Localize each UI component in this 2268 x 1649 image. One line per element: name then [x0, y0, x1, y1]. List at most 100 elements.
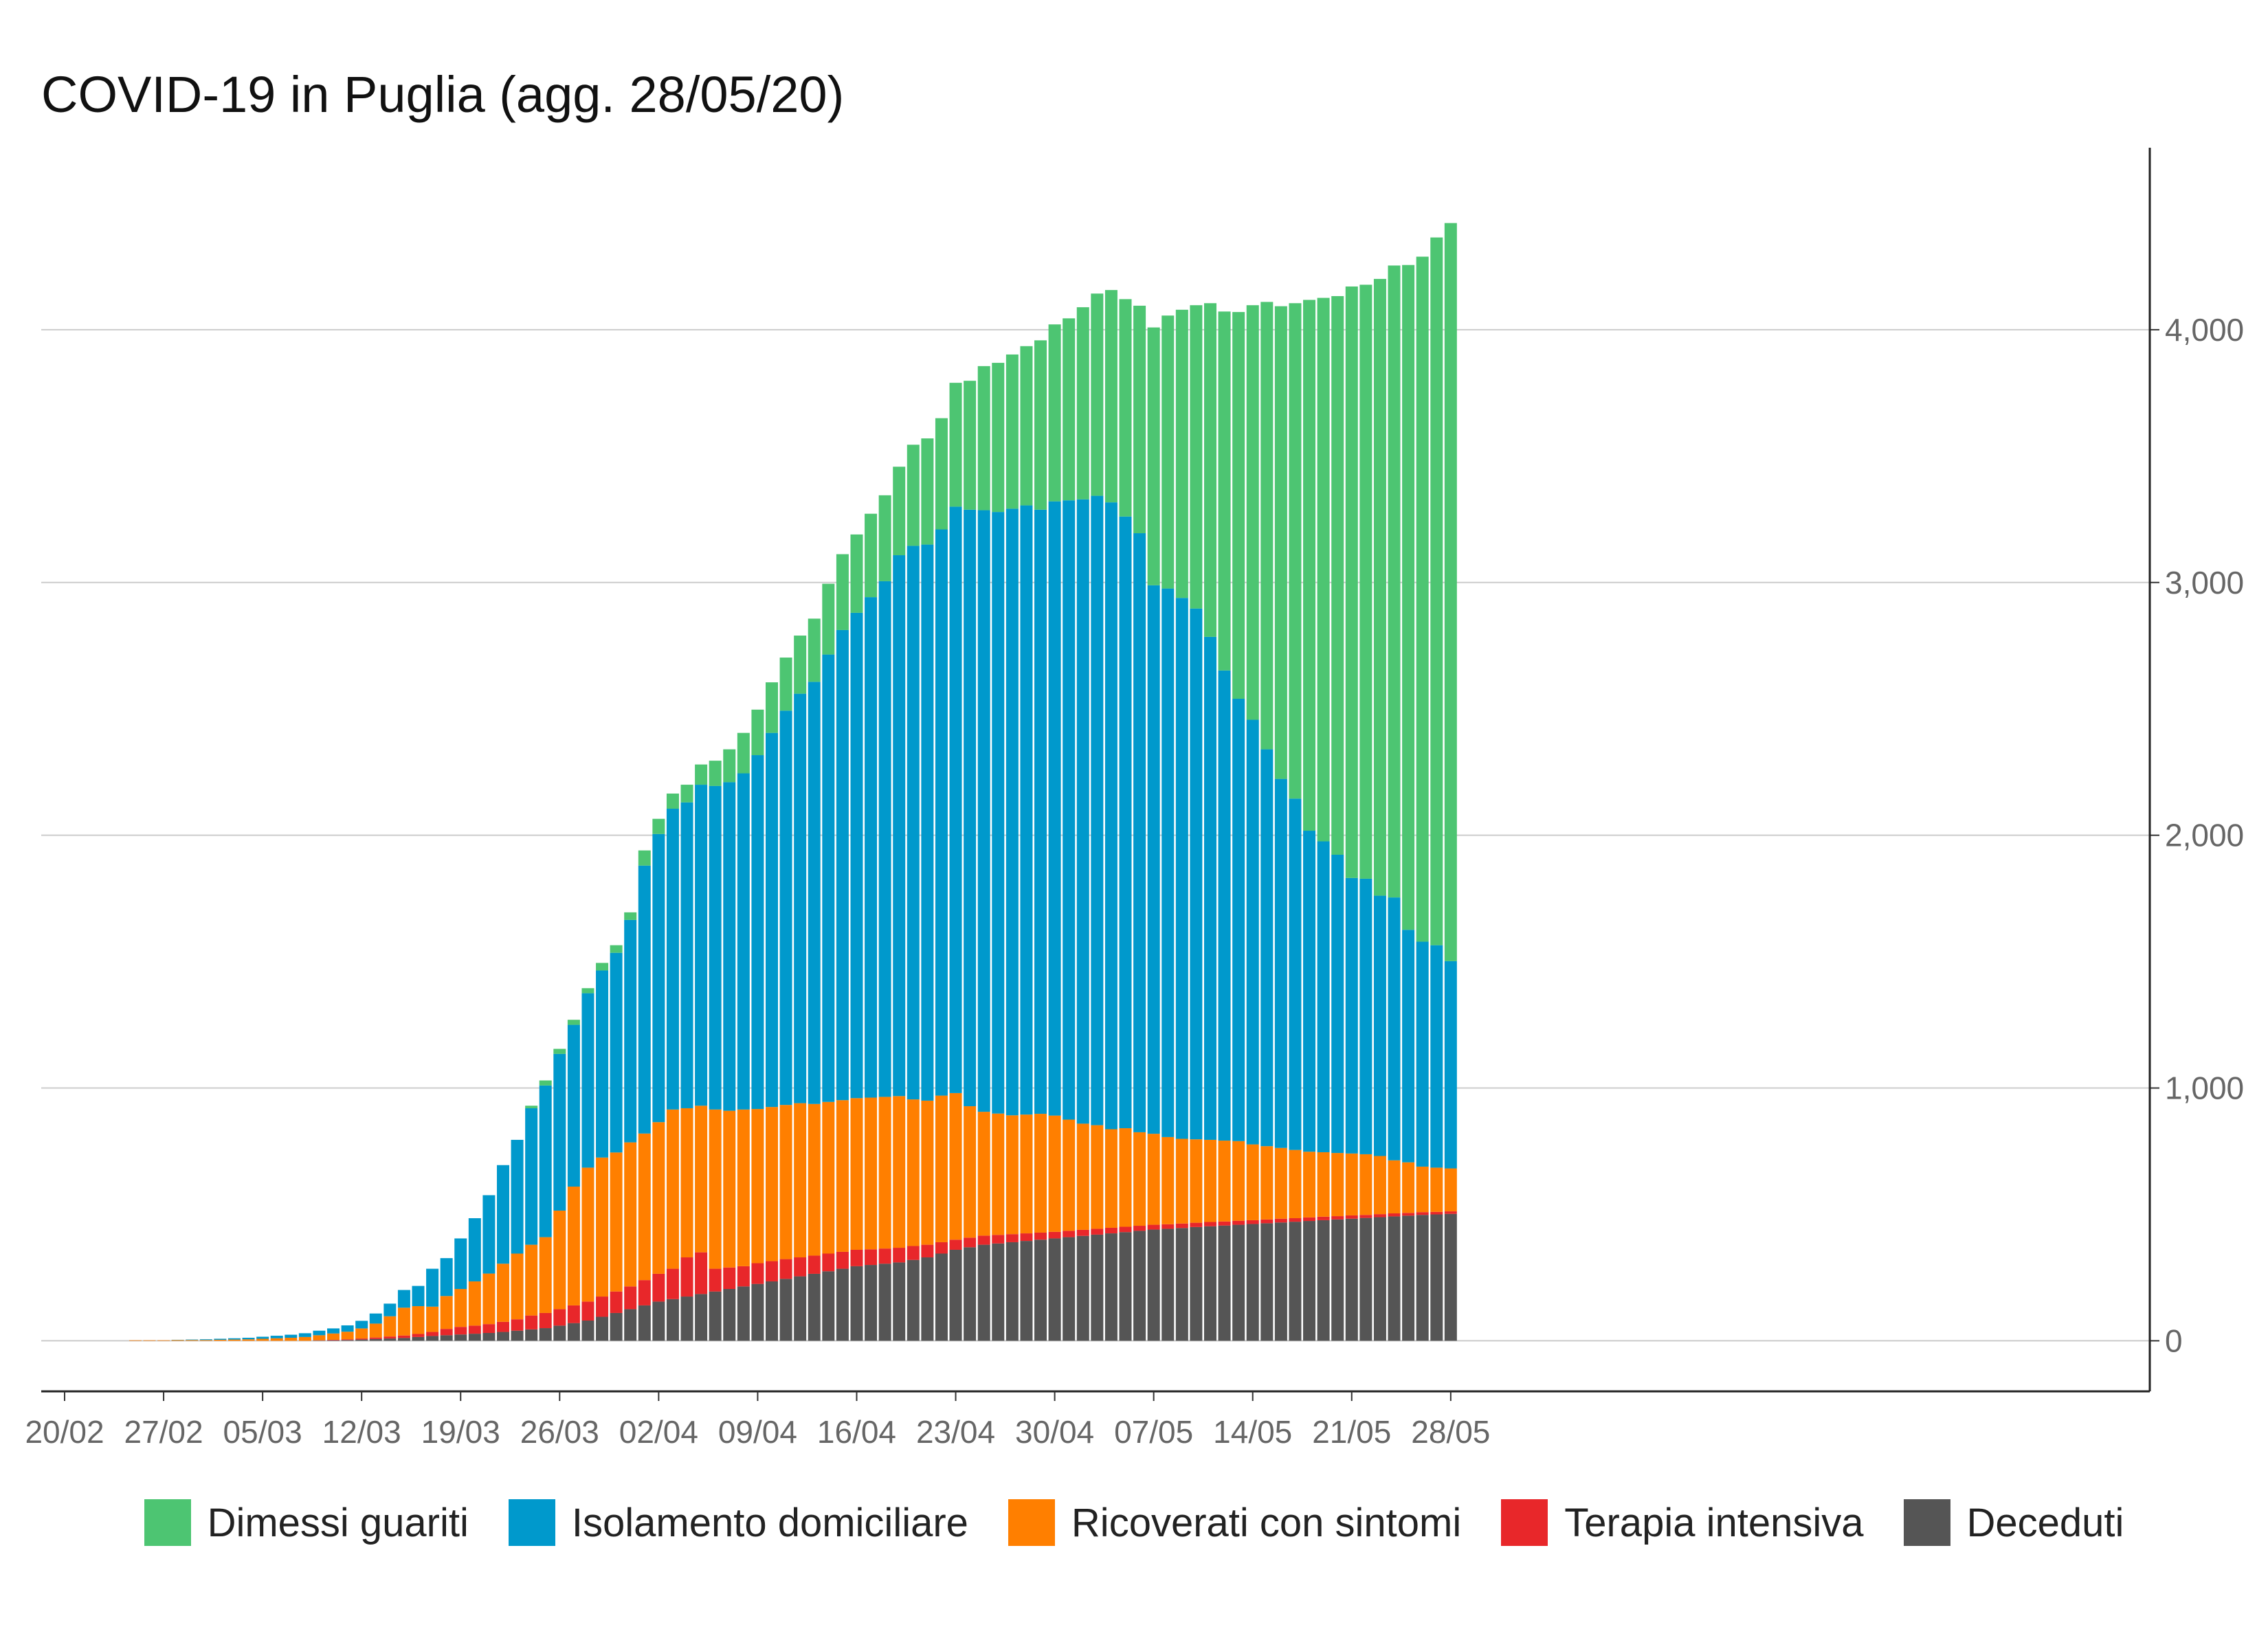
- bar-segment: [610, 1152, 623, 1292]
- bar-segment: [822, 583, 835, 655]
- bar-segment: [285, 1338, 298, 1341]
- bar-segment: [1274, 1147, 1287, 1219]
- bar-segment: [1104, 1129, 1118, 1228]
- legend-swatch: [508, 1499, 555, 1546]
- bar-segment: [624, 919, 637, 1143]
- bar-segment: [822, 1271, 835, 1341]
- legend-swatch: [1008, 1499, 1055, 1546]
- bar-segment: [426, 1268, 439, 1307]
- bar-segment: [468, 1218, 481, 1281]
- bar-segment: [581, 1167, 594, 1302]
- bar-segment: [539, 1237, 552, 1313]
- bar-segment: [822, 654, 835, 1102]
- bar-segment: [1430, 1167, 1443, 1212]
- bar-segment: [1175, 309, 1188, 598]
- x-tick-label: 14/05: [1213, 1414, 1292, 1450]
- x-tick-label: 07/05: [1114, 1414, 1193, 1450]
- bar-segment: [227, 1339, 241, 1341]
- legend-label: Isolamento domiciliare: [571, 1500, 968, 1545]
- bar-segment: [1218, 1141, 1231, 1222]
- bar-segment: [723, 749, 736, 783]
- bar-segment: [1260, 1146, 1274, 1220]
- bar-segment: [766, 1281, 778, 1341]
- bar-segment: [553, 1309, 566, 1326]
- bar-segment: [1444, 1213, 1457, 1341]
- bar-segment: [214, 1338, 227, 1340]
- x-tick-label: 20/02: [25, 1414, 104, 1450]
- bar-segment: [1303, 1221, 1316, 1341]
- bar-segment: [270, 1336, 283, 1338]
- bar-segment: [468, 1325, 481, 1334]
- bar-segment: [1076, 499, 1089, 1124]
- bar-segment: [525, 1315, 538, 1330]
- y-tick-label: 2,000: [2165, 818, 2244, 853]
- bar-segment: [1048, 501, 1061, 1116]
- bar-segment: [397, 1335, 410, 1338]
- bar-segment: [624, 1286, 637, 1310]
- bar-segment: [723, 782, 736, 1111]
- bar-segment: [1345, 1218, 1358, 1341]
- bar-segment: [865, 1097, 878, 1250]
- bar-segment: [964, 1237, 977, 1248]
- bar-segment: [581, 988, 594, 994]
- bar-segment: [1416, 256, 1429, 942]
- bar-segment: [1005, 1234, 1019, 1242]
- bar-segment: [1076, 307, 1089, 500]
- bar-segment: [638, 1280, 651, 1305]
- bar-segment: [397, 1338, 410, 1341]
- bar-segment: [440, 1296, 453, 1330]
- bar-segment: [1388, 1213, 1401, 1217]
- bar-segment: [1444, 1211, 1457, 1214]
- bar-segment: [893, 555, 906, 1097]
- bar-segment: [964, 509, 977, 1107]
- bar-segment: [666, 793, 679, 809]
- bar-segment: [766, 1107, 778, 1261]
- bar-segment: [1020, 505, 1033, 1115]
- bar-segment: [1034, 1232, 1047, 1240]
- bar-segment: [878, 1097, 891, 1249]
- bar-segment: [256, 1336, 269, 1339]
- bar-segment: [907, 445, 920, 546]
- bar-segment: [285, 1334, 298, 1338]
- bar-segment: [1190, 1226, 1203, 1341]
- bar-segment: [1175, 1223, 1188, 1229]
- bar-segment: [1063, 500, 1076, 1120]
- bar-segment: [977, 366, 990, 511]
- bar-segment: [1246, 1220, 1259, 1224]
- bar-segment: [1005, 354, 1019, 509]
- bar-segment: [1161, 1224, 1175, 1229]
- bar-segment: [482, 1333, 496, 1341]
- bar-segment: [1359, 1218, 1372, 1341]
- bar-segment: [1345, 1153, 1358, 1215]
- bar-segment: [1175, 1138, 1188, 1224]
- x-tick-label: 30/04: [1015, 1414, 1094, 1450]
- bar-segment: [581, 1301, 594, 1321]
- bar-segment: [383, 1316, 397, 1337]
- bar-segment: [964, 1106, 977, 1238]
- bar-segment: [1091, 1234, 1104, 1341]
- bar-segment: [313, 1335, 326, 1340]
- bar-segment: [1274, 778, 1287, 1148]
- bar-segment: [1203, 1222, 1216, 1226]
- bar-segment: [369, 1323, 382, 1338]
- bar-segment: [1345, 286, 1358, 878]
- bar-segment: [1005, 508, 1019, 1116]
- legend-item: Dimessi guariti: [144, 1499, 469, 1546]
- bar-segment: [935, 1242, 948, 1254]
- bar-segment: [878, 495, 891, 581]
- bar-segment: [1289, 798, 1302, 1150]
- bar-segment: [412, 1336, 425, 1341]
- bar-segment: [1091, 1229, 1104, 1235]
- bar-segment: [412, 1286, 425, 1307]
- bar-segment: [1034, 340, 1047, 510]
- bar-segment: [836, 1251, 849, 1269]
- bar-segment: [935, 529, 948, 1096]
- bar-segment: [921, 1244, 934, 1258]
- bar-segment: [327, 1328, 340, 1334]
- bar-segment: [865, 513, 878, 598]
- bar-segment: [836, 629, 849, 1101]
- bar-segment: [1020, 1233, 1033, 1242]
- bar-segment: [1020, 346, 1033, 506]
- bar-segment: [666, 1268, 679, 1299]
